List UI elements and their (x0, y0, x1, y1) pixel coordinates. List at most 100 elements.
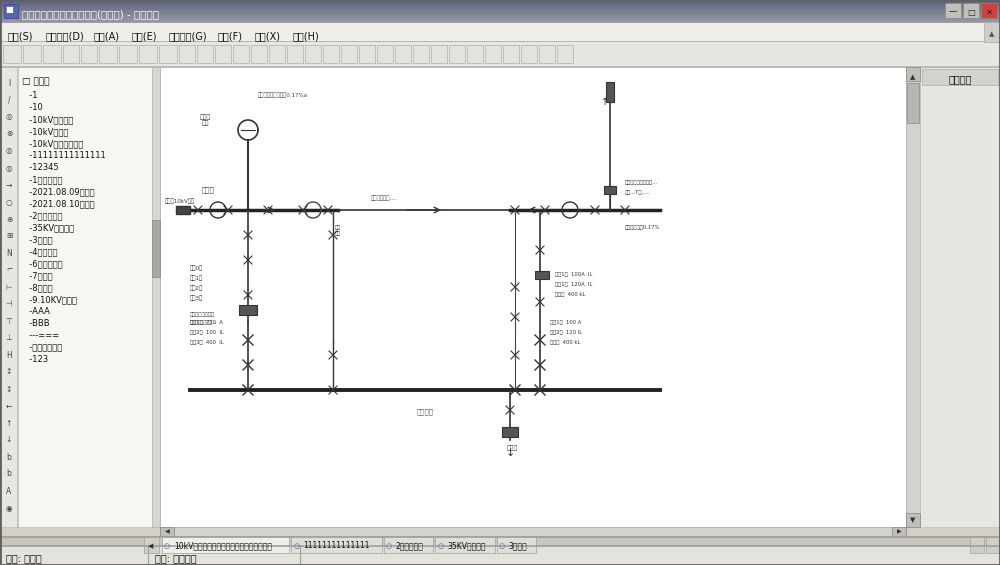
Text: □: □ (967, 7, 975, 16)
Bar (0, 8, 1000, 9)
Text: 渔亭变相角差0.17%: 渔亭变相角差0.17% (625, 225, 660, 230)
Bar (0, 7, 1000, 8)
Bar (269, 45, 285, 63)
Bar (0, 9, 1000, 10)
Text: 万洪到吴中桂线相角...: 万洪到吴中桂线相角... (625, 180, 658, 185)
Text: -35KV双环模型: -35KV双环模型 (24, 224, 74, 233)
Text: ◎: ◎ (6, 146, 12, 155)
Text: ▲: ▲ (989, 31, 995, 37)
Bar (0, 536, 1000, 537)
Text: -1: -1 (24, 92, 38, 101)
Bar (215, 45, 231, 63)
Bar (0, 13, 1000, 14)
Text: b: b (7, 470, 11, 479)
Text: ⊗: ⊗ (6, 129, 12, 138)
Bar (233, 45, 249, 63)
Bar (431, 45, 447, 63)
Text: →: → (6, 180, 12, 189)
Bar (606, 82, 614, 102)
Bar (906, 513, 920, 527)
Text: -10: -10 (24, 103, 43, 112)
Bar (23, 45, 41, 63)
Text: ◀: ◀ (148, 543, 154, 549)
Bar (945, 3, 961, 18)
Text: -10kV双环模型: -10kV双环模型 (24, 115, 73, 124)
Text: -4韩村黟县: -4韩村黟县 (24, 247, 58, 257)
Bar (0, 19, 1000, 20)
Bar (3, 45, 21, 63)
Text: ✕: ✕ (986, 7, 992, 16)
Bar (435, 537, 495, 553)
Text: 韩村变: 韩村变 (202, 186, 214, 193)
Text: 韩树到韩兆线相角差0.17%a: 韩树到韩兆线相角差0.17%a (258, 92, 308, 98)
Text: 路段
长度: 路段 长度 (335, 225, 341, 236)
Text: ↓: ↓ (6, 436, 12, 445)
Bar (0, 15, 1000, 16)
Text: ←: ← (6, 402, 12, 411)
Text: 东方1号  100 A: 东方1号 100 A (550, 320, 581, 325)
Bar (0, 41, 1000, 42)
Text: -11111111111111: -11111111111111 (24, 151, 106, 160)
Text: 春暖1号  730  A: 春暖1号 730 A (190, 320, 223, 325)
Bar (18, 67, 160, 527)
Bar (0, 4, 1000, 5)
Text: ↑: ↑ (601, 97, 609, 107)
Text: ◀: ◀ (165, 529, 169, 534)
Bar (0, 545, 1000, 546)
Text: ◎: ◎ (6, 112, 12, 121)
Bar (0, 10, 1000, 11)
Bar (176, 206, 190, 214)
Bar (449, 45, 465, 63)
Bar (99, 45, 117, 63)
Text: ◎: ◎ (6, 163, 12, 172)
Text: 变电站
名称: 变电站 名称 (199, 114, 211, 126)
Text: -2021.08.09计算示: -2021.08.09计算示 (24, 188, 95, 197)
Text: -123: -123 (24, 355, 48, 364)
Text: -黟县自动拓扑: -黟县自动拓扑 (24, 344, 62, 353)
Bar (521, 45, 537, 63)
Text: 负荷值  400 kL: 负荷值 400 kL (555, 292, 585, 297)
Bar (305, 45, 321, 63)
Text: ⊢: ⊢ (6, 282, 12, 292)
Text: 模板分组: 模板分组 (948, 74, 972, 84)
Bar (0, 536, 1000, 554)
Bar (922, 69, 998, 85)
Text: ⊤: ⊤ (6, 316, 12, 325)
Bar (0, 3, 1000, 4)
Bar (160, 67, 906, 527)
Bar (0, 6, 1000, 7)
Text: ▶: ▶ (897, 529, 901, 534)
Bar (17, 67, 18, 527)
Bar (197, 45, 213, 63)
Bar (0, 17, 1000, 18)
Bar (557, 45, 573, 63)
Text: ◉: ◉ (6, 503, 12, 512)
Bar (0, 14, 1000, 15)
Text: 东方2号  120 IL: 东方2号 120 IL (550, 330, 582, 335)
Bar (0, 20, 1000, 21)
Text: 系统(S): 系统(S) (8, 31, 34, 41)
Bar (535, 271, 549, 279)
Bar (497, 537, 536, 553)
Bar (485, 45, 501, 63)
Text: ○: ○ (293, 543, 299, 549)
Bar (0, 67, 18, 527)
Text: b: b (7, 453, 11, 462)
Text: 春暖0号: 春暖0号 (190, 265, 203, 271)
Bar (152, 67, 160, 527)
Text: A: A (6, 486, 12, 496)
Bar (0, 18, 1000, 19)
Text: -7韩金祁: -7韩金祁 (24, 272, 53, 280)
Bar (0, 1, 1000, 2)
Text: 计算(X): 计算(X) (255, 31, 281, 41)
Bar (160, 527, 174, 536)
Bar (341, 45, 357, 63)
Bar (892, 527, 906, 536)
Text: 春暖1号: 春暖1号 (190, 275, 203, 281)
Bar (287, 45, 303, 63)
Bar (539, 45, 555, 63)
Bar (159, 45, 177, 63)
Text: 用户: 系统主管: 用户: 系统主管 (155, 553, 197, 563)
Bar (0, 0, 1000, 1)
Text: 韩树到韩兆线总阻...: 韩树到韩兆线总阻... (190, 320, 218, 325)
